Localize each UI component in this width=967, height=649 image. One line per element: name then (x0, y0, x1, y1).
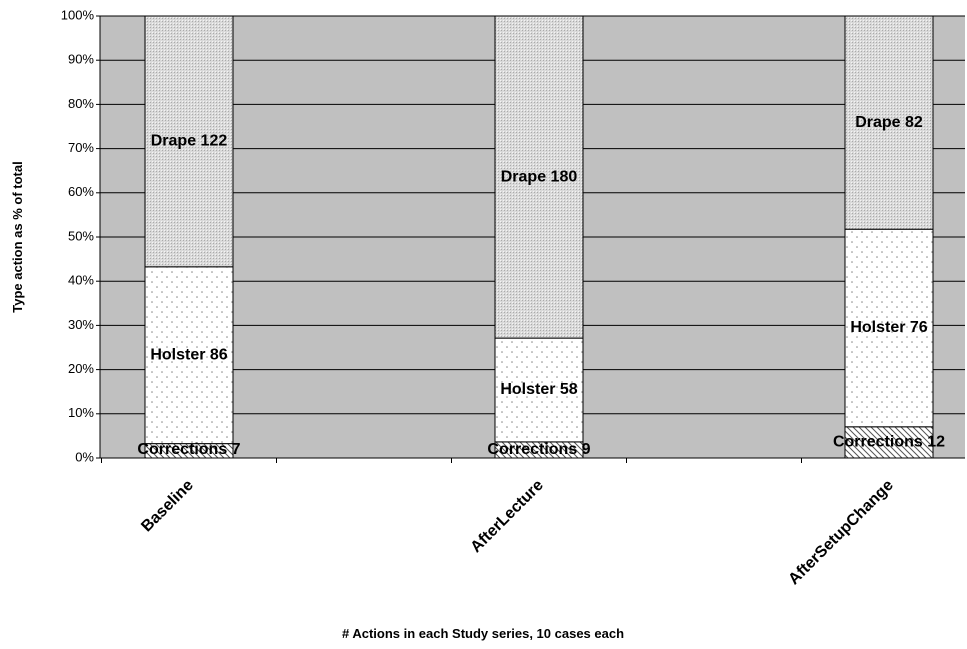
y-tick-label: 20% (68, 361, 94, 376)
y-axis-title: Type action as % of total (10, 161, 25, 312)
y-tick-label: 100% (61, 7, 95, 22)
x-tick-label: Baseline (138, 477, 197, 536)
data-label: Corrections 9 (487, 441, 590, 458)
bar-segment (844, 228, 934, 428)
y-tick-label: 0% (75, 449, 94, 464)
y-tick-label: 70% (68, 140, 94, 155)
y-tick-label: 10% (68, 405, 94, 420)
bar-segment (144, 15, 234, 268)
data-label: Corrections 7 (137, 441, 240, 458)
x-tick-label: AfterLecture (468, 477, 547, 556)
y-tick-label: 80% (68, 96, 94, 111)
y-tick-label: 60% (68, 184, 94, 199)
bar-segment (844, 15, 934, 230)
y-tick-label: 50% (68, 228, 94, 243)
bar-segment (844, 426, 934, 459)
data-label: Holster 58 (500, 381, 577, 398)
y-tick-label: 90% (68, 52, 94, 67)
bar-segment (494, 15, 584, 339)
data-label: Drape 180 (501, 168, 578, 185)
data-label: Drape 122 (151, 133, 228, 150)
data-label: Holster 76 (850, 319, 927, 336)
y-tick-label: 30% (68, 317, 94, 332)
y-tick-label: 40% (68, 273, 94, 288)
data-label: Corrections 12 (833, 434, 945, 451)
x-tick-label: AfterSetupChange (785, 477, 896, 588)
x-axis-title: # Actions in each Study series, 10 cases… (342, 626, 624, 641)
data-label: Drape 82 (855, 114, 923, 131)
data-label: Holster 86 (150, 346, 227, 363)
